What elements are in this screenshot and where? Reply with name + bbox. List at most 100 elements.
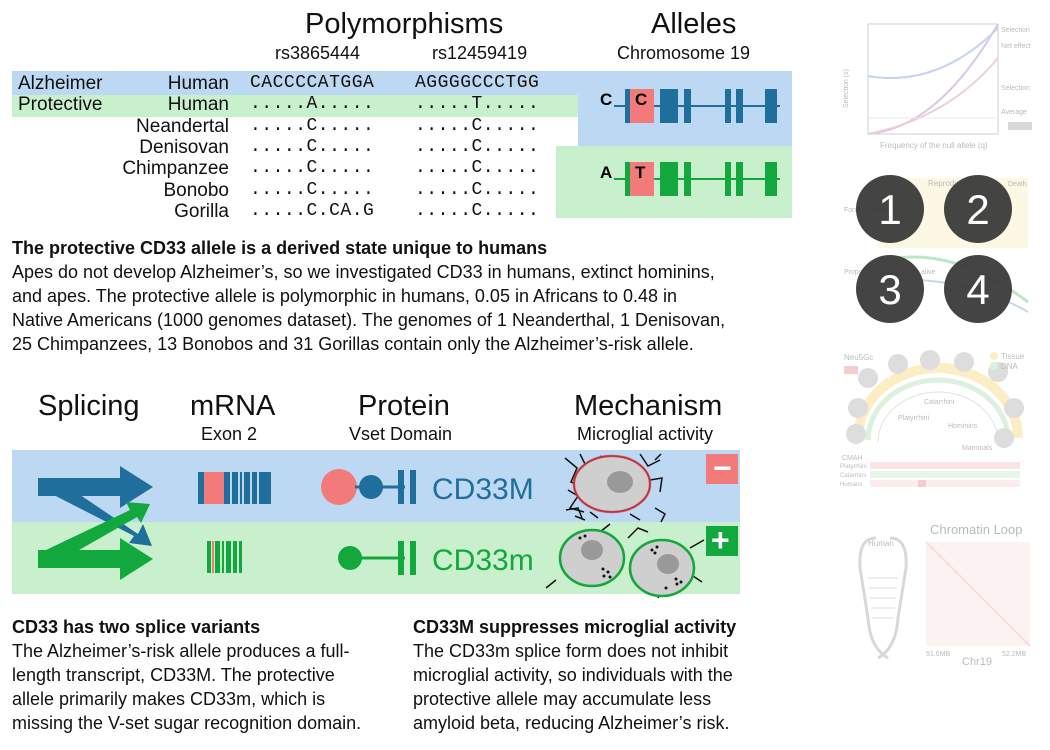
cd33m-label: CD33m (432, 544, 534, 577)
section1-line: Native Americans (1000 genomes dataset).… (12, 310, 726, 330)
minus-sign: − (713, 450, 732, 486)
side-panel-phylogeny[interactable]: Neu5Gc Tissue DNA Catarrhini Platyrrhini… (838, 348, 1038, 498)
section3: CD33M suppresses microglial activity The… (413, 615, 803, 735)
row-seq-snp2: .....C..... (415, 158, 540, 179)
row-species-label: Gorilla (174, 200, 229, 222)
side1-ylabel: Selection (s) (843, 69, 850, 108)
side3-row-catarrhini: Catarrhini (840, 473, 866, 479)
chromosome-label: Chromosome 19 (617, 43, 751, 63)
row-species-label: Neandertal (136, 115, 229, 137)
section2: CD33 has two splice variants The Alzheim… (12, 615, 402, 735)
mrna-title: mRNA (190, 390, 276, 422)
number-4: 4 (966, 266, 989, 313)
allele-blue-gene: C C (600, 89, 780, 123)
blue-arrow-top (38, 466, 153, 508)
side-panel-numbered[interactable]: Reproduction Death Force of selection Pr… (838, 172, 1038, 332)
section3-line: amyloid beta, reducing Alzheimer’s risk. (413, 713, 730, 733)
side4-chr: Chr19 (962, 656, 992, 668)
row-seq-snp1: .....C..... (250, 136, 375, 157)
phagocytosed-dots (578, 534, 683, 590)
mrna-subtitle: Exon 2 (201, 424, 258, 444)
side4-title: Chromatin Loop (930, 522, 1023, 537)
row-seq-snp2: .....C..... (415, 179, 540, 200)
mrna-green-exon (207, 541, 242, 573)
side1-legend4: Selection (1001, 85, 1030, 92)
side1-legend3: Average (1001, 109, 1027, 116)
number-1: 1 (878, 186, 901, 233)
row-species-label: Human (167, 94, 229, 116)
protein-cd33m: CD33m (338, 541, 534, 577)
section2-heading: CD33 has two splice variants (12, 617, 261, 637)
protein-cd33M: CD33M (321, 469, 534, 506)
mechanism-title: Mechanism (574, 390, 723, 422)
row-seq-snp2: .....C..... (415, 136, 540, 157)
number-circle-3 (856, 255, 924, 323)
allele-blue-box-base: C (635, 90, 647, 109)
row-species-label: Bonobo (163, 179, 229, 201)
allele-green-left-base: A (600, 163, 612, 182)
snp1-label: rs3865444 (275, 43, 361, 63)
row-seq-snp2: .....C..... (415, 200, 540, 221)
row-species-label: Chimpanzee (122, 158, 229, 180)
side3-row-platyrrhini: Platyrrhini (840, 464, 867, 470)
side3-tissue: Tissue (1001, 352, 1025, 361)
blue-arrow-diagonal (44, 480, 152, 546)
row-seq-snp1: .....C.CA.G (250, 200, 375, 221)
side3-hominins: Hominins (948, 423, 978, 430)
plus-sign: + (711, 522, 730, 558)
side4-start: 51.6MB (926, 651, 950, 658)
side3-dna: DNA (1001, 362, 1019, 371)
side4-end: 52.2MB (1002, 651, 1026, 658)
alleles-title: Alleles (651, 8, 737, 40)
snp2-label: rs12459419 (432, 43, 528, 63)
section2-line: allele primarily makes CD33m, which is (12, 689, 326, 709)
row-seq-snp2: .....T..... (415, 94, 540, 115)
section3-line: protective allele may accumulate less (413, 689, 712, 709)
row-seq-snp1: CACCCCATGGA (250, 73, 375, 93)
plus-badge (706, 526, 738, 556)
splicing-title: Splicing (38, 390, 140, 422)
row-species-label: Denisovan (139, 136, 229, 158)
number-circle-2 (944, 175, 1012, 243)
minus-badge (706, 454, 738, 484)
protein-subtitle: Vset Domain (349, 424, 453, 444)
number-circle-1 (856, 175, 924, 243)
section1-heading: The protective CD33 allele is a derived … (12, 238, 548, 258)
top-green-band (12, 95, 578, 117)
splicing-diagram: CD33M CD33m − (12, 450, 740, 599)
side1-legend2: Net effect (1001, 43, 1031, 50)
side-panel-chromatin[interactable]: Human Chromatin Loop 51.6MB 52.2MB Chr19 (838, 518, 1038, 668)
side3-row-humans: Humans (840, 482, 862, 488)
mechanism-cd33m: + (545, 522, 738, 599)
row-seq-snp2: AGGGGCCCTGG (415, 73, 540, 93)
mrna-blue-exon (198, 472, 271, 504)
side1-legend1: Selection (1001, 27, 1030, 34)
side3-catarrhini: Catarrhini (924, 399, 955, 406)
allele-green-gene: A T (600, 162, 780, 196)
section2-line: missing the V-set sugar recognition doma… (12, 713, 362, 733)
row-seq-snp1: .....C..... (250, 158, 375, 179)
allele-green-snp-box (630, 162, 654, 196)
number-3: 3 (878, 266, 901, 313)
row-seq-snp2: .....C..... (415, 115, 540, 136)
allele-green-box-base: T (635, 163, 646, 182)
allele-gene-diagrams: C C A T (600, 89, 780, 196)
row-group-label: Protective (18, 94, 103, 116)
section1-line: and apes. The protective allele is polym… (12, 286, 678, 306)
green-arrow-diagonal (46, 502, 150, 562)
section2-line: length transcript, CD33M. The protective (12, 665, 335, 685)
protein-title: Protein (358, 390, 450, 422)
row-species-label: Human (167, 73, 229, 94)
cd33M-label: CD33M (432, 473, 534, 506)
allele-blue-left-base: C (600, 90, 612, 109)
section1-line: 25 Chimpanzees, 13 Bonobos and 31 Gorill… (12, 334, 694, 354)
section3-line: The CD33m splice form does not inhibit (413, 641, 729, 661)
side-panel-selection-plot[interactable]: Selection (s) Frequency of the null alle… (838, 18, 1038, 152)
allele-blue-snp-box (630, 89, 654, 123)
amyloid-fibrils (564, 453, 666, 523)
side4-human: Human (868, 539, 894, 548)
side2-reproduction: Reproduction (928, 179, 976, 188)
row-seq-snp1: .....C..... (250, 115, 375, 136)
row-seq-snp1: .....A..... (250, 94, 375, 115)
section2-line: The Alzheimer’s-risk allele produces a f… (12, 641, 350, 661)
